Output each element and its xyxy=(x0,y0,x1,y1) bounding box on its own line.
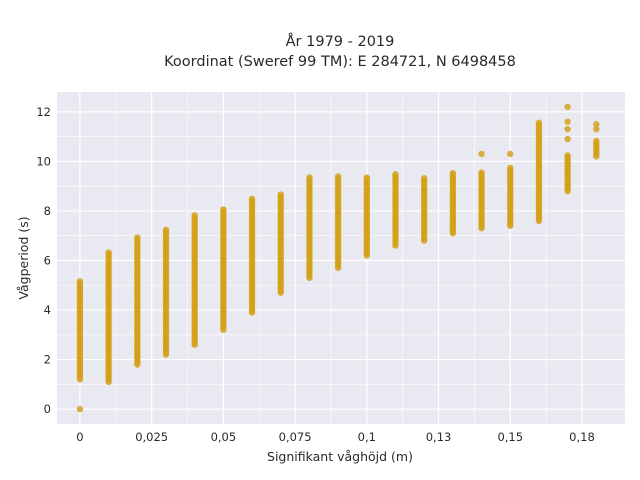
y-axis-label: Vågperiod (s) xyxy=(16,216,31,299)
data-point xyxy=(564,118,571,125)
data-points xyxy=(76,103,600,413)
data-point xyxy=(507,164,514,172)
data-point xyxy=(449,169,457,177)
x-tick-label: 0,13 xyxy=(426,430,452,444)
data-point xyxy=(277,191,284,198)
data-point xyxy=(162,226,170,233)
data-point xyxy=(420,175,428,182)
data-point xyxy=(507,150,514,158)
data-point xyxy=(134,234,141,241)
data-point xyxy=(564,152,571,159)
x-tick-label: 0,18 xyxy=(569,430,595,444)
x-tick-label: 0,15 xyxy=(497,430,523,444)
chart-title-line-1: År 1979 - 2019 xyxy=(286,33,395,50)
data-point xyxy=(76,278,84,285)
y-tick-label: 12 xyxy=(36,105,51,119)
x-axis-label: Signifikant våghöjd (m) xyxy=(267,449,413,464)
data-point xyxy=(363,174,371,181)
x-tick-label: 0 xyxy=(76,430,83,444)
data-point xyxy=(392,171,399,178)
data-point xyxy=(593,125,600,133)
data-point xyxy=(535,119,543,126)
chart-title-line-2: Koordinat (Sweref 99 TM): E 284721, N 64… xyxy=(164,54,516,70)
data-point xyxy=(191,212,198,219)
y-tick-label: 2 xyxy=(44,353,51,367)
y-tick-label: 6 xyxy=(44,253,51,267)
x-tick-label: 0,025 xyxy=(135,430,168,444)
y-tick-label: 10 xyxy=(36,154,51,168)
data-point xyxy=(248,195,256,202)
data-point xyxy=(105,249,112,256)
data-point xyxy=(593,137,600,145)
data-point xyxy=(564,135,571,143)
data-point xyxy=(478,150,485,158)
y-tick-label: 4 xyxy=(44,303,51,317)
data-point xyxy=(306,174,313,181)
x-tick-labels: 0 0,025 0,05 0,075 0,1 0,13 0,15 0,18 xyxy=(76,430,594,444)
y-tick-labels: 0 2 4 6 8 10 12 xyxy=(36,105,51,416)
x-tick-label: 0,1 xyxy=(358,430,376,444)
y-tick-label: 8 xyxy=(44,204,51,218)
data-point xyxy=(76,405,84,413)
grid-lines xyxy=(57,92,625,424)
data-point xyxy=(478,169,485,176)
data-point xyxy=(220,206,227,213)
data-point xyxy=(593,121,600,128)
data-point xyxy=(334,173,342,180)
x-tick-label: 0,05 xyxy=(211,430,237,444)
data-point xyxy=(564,125,571,133)
data-point xyxy=(564,103,571,111)
y-tick-label: 0 xyxy=(44,402,51,416)
x-tick-label: 0,075 xyxy=(279,430,312,444)
